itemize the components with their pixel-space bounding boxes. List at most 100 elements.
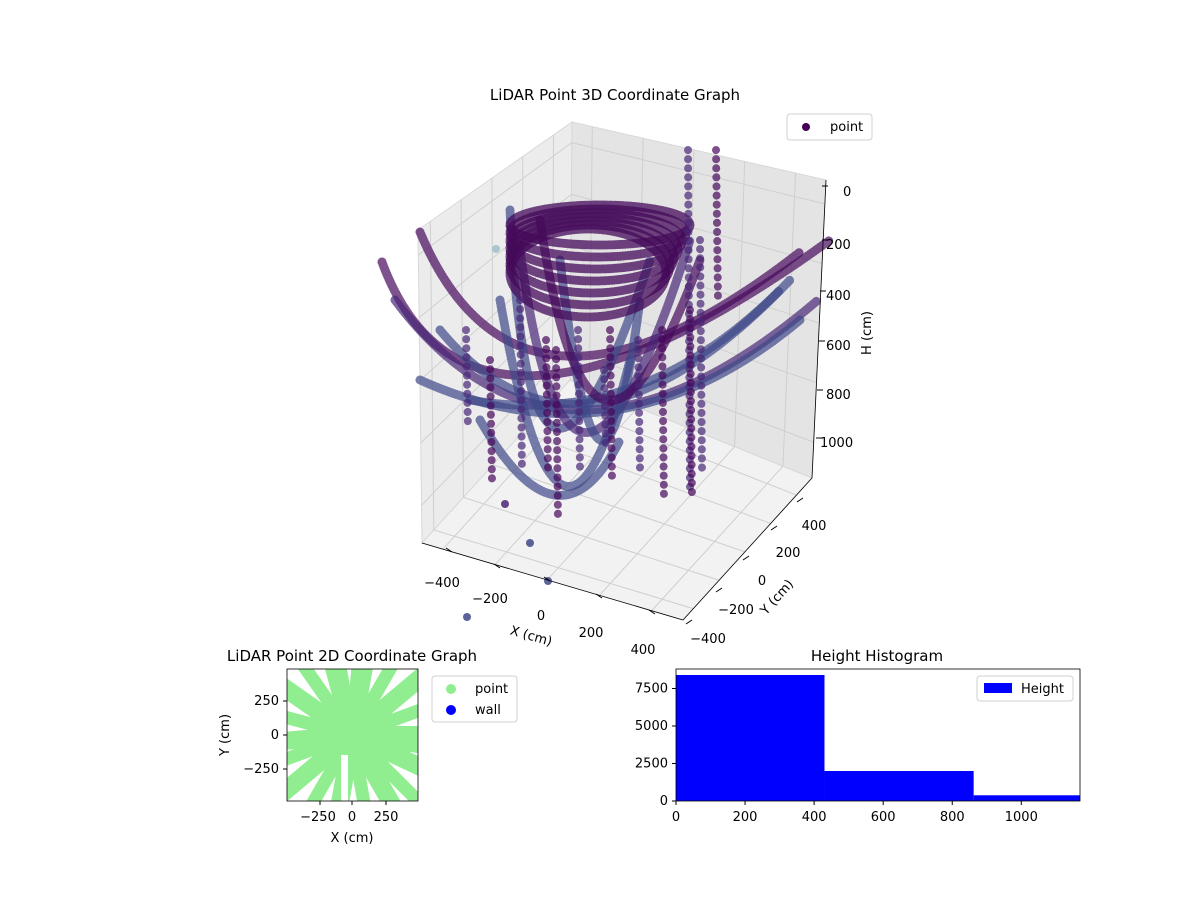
- histogram-bar: [824, 771, 974, 801]
- x-ticks-hist: 0 200 400 600 800 1000: [672, 801, 1038, 825]
- histogram-bar: [676, 675, 825, 801]
- point-column: [696, 236, 706, 474]
- y-tick-label: 7500: [635, 682, 668, 697]
- x-tick-label: −250: [300, 810, 336, 825]
- empty-gap: [341, 755, 348, 801]
- gridline: [492, 464, 746, 553]
- point-column: [542, 336, 552, 474]
- gridline: [522, 431, 771, 524]
- legend-label-point: point: [475, 682, 508, 697]
- x-axis-label: X (cm): [508, 623, 553, 649]
- gridline: [651, 465, 784, 612]
- histogram-bars: [676, 675, 1080, 801]
- y-axis-line: [682, 477, 813, 621]
- point-marker: [501, 500, 509, 508]
- y-tick-label: 200: [776, 546, 801, 561]
- z-tick-label: 1000: [820, 436, 853, 451]
- y-tick-label: 0: [758, 574, 766, 589]
- y-ticks-hist: 0 2500 5000 7500: [635, 682, 676, 809]
- y-tick-label: −250: [243, 762, 279, 777]
- x-tick-label: −200: [472, 592, 508, 607]
- point-marker: [544, 577, 552, 585]
- gridline: [418, 142, 573, 256]
- gridline: [433, 529, 694, 610]
- z-tick-label: 200: [826, 238, 851, 253]
- x-tick-label: 1000: [1005, 810, 1038, 825]
- y-tick-label: 2500: [635, 757, 668, 772]
- legend-marker-wall: [446, 705, 456, 715]
- point-column: [552, 346, 562, 524]
- legend-marker-point: [446, 684, 456, 694]
- chart-2d: LiDAR Point 2D Coordinate Graph −250 0 2…: [218, 647, 518, 846]
- x-tick-label: 400: [802, 810, 827, 825]
- y-tick-label: 5000: [635, 719, 668, 734]
- point-marker: [526, 539, 534, 547]
- z-axis-line: [811, 179, 827, 479]
- x-tick-label: 250: [374, 810, 399, 825]
- point-column: [574, 326, 584, 474]
- x-tick-label: 0: [537, 609, 545, 624]
- chart-3d: LiDAR Point 3D Coordinate Graph −400 −20…: [377, 86, 875, 658]
- z-tick-label: 0: [843, 185, 851, 200]
- z-tick-label: 600: [826, 339, 851, 354]
- legend-3d: point: [786, 113, 873, 141]
- y-tick-label: 250: [254, 694, 279, 709]
- z-tick-label: 400: [826, 289, 851, 304]
- x-axis-label: X (cm): [331, 831, 374, 846]
- point-ring: [505, 224, 671, 322]
- point-column: [658, 326, 668, 504]
- x-tick-label: 0: [348, 810, 356, 825]
- legend-label-wall: wall: [475, 703, 501, 718]
- point-marker: [492, 245, 500, 253]
- legend-hist: Height: [976, 675, 1074, 702]
- y-tick-label: 400: [802, 519, 827, 534]
- point-column: [486, 356, 496, 484]
- chart-histogram: Height Histogram 0 200 400 600 800 1000 0 2500…: [635, 647, 1081, 825]
- point-column: [712, 146, 722, 304]
- y-tick-label: 0: [271, 728, 279, 743]
- legend-marker-point: [802, 123, 810, 131]
- point-arc: [515, 235, 695, 437]
- gridline: [546, 426, 687, 581]
- x-tick-label: 600: [871, 810, 896, 825]
- gridline: [571, 142, 825, 205]
- point-ray: [345, 669, 365, 742]
- legend-box: [786, 113, 873, 141]
- legend-2d: point wall: [431, 675, 518, 723]
- x-tick-label: 800: [940, 810, 965, 825]
- x-axis-line: [421, 542, 684, 621]
- point-arc: [415, 227, 805, 361]
- y-tick-label: 0: [660, 794, 668, 809]
- gridline: [599, 446, 735, 596]
- x-tick-label: 400: [631, 643, 656, 658]
- x-tick-label: 200: [733, 810, 758, 825]
- z-ticks-3d: 0 200 400 600 800 1000 H (cm): [816, 185, 875, 451]
- point-column: [600, 366, 610, 454]
- point-cloud: [377, 146, 835, 621]
- chart-3d-title: LiDAR Point 3D Coordinate Graph: [490, 86, 740, 104]
- point-column: [516, 296, 526, 474]
- point-column: [686, 306, 696, 504]
- y-tick-label: −400: [690, 632, 726, 647]
- histogram-title: Height Histogram: [811, 647, 943, 665]
- x-tick-label: 200: [579, 626, 604, 641]
- legend-label-height: Height: [1021, 682, 1064, 697]
- top-ring-cluster: [505, 200, 695, 322]
- y-axis-label: Y (cm): [218, 714, 233, 757]
- point-marker: [463, 613, 471, 621]
- point-column: [634, 336, 644, 474]
- z-tick-label: 800: [826, 388, 851, 403]
- x-ticks-2d: −250 0 250 X (cm): [300, 801, 398, 846]
- histogram-bar: [973, 795, 1080, 801]
- legend-label-point: point: [830, 120, 863, 135]
- y-ticks-2d: 250 0 −250 Y (cm): [218, 694, 287, 777]
- gridline: [429, 221, 435, 530]
- legend-box: [976, 675, 1074, 702]
- y-tick-label: −200: [718, 603, 754, 618]
- gridline: [463, 496, 720, 581]
- plot-frame-hist: [675, 668, 1081, 802]
- x-tick-label: −400: [424, 576, 460, 591]
- x-tick-label: 0: [672, 810, 680, 825]
- scatter-points-2d: [287, 669, 418, 801]
